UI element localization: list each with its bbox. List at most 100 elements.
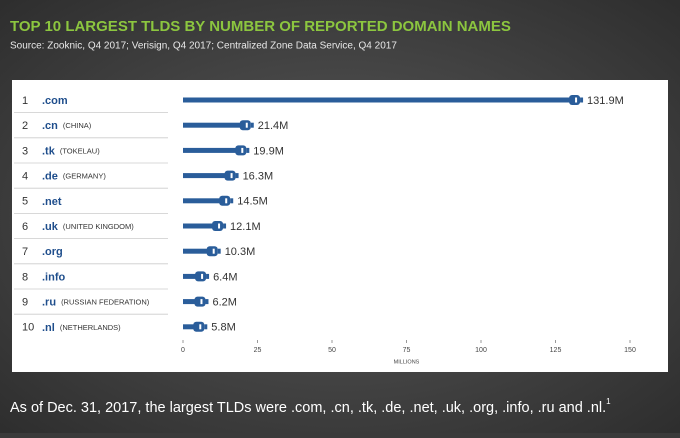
country-label: (UNITED KINGDOM) — [63, 222, 134, 231]
rank-label: 5 — [22, 196, 28, 208]
bar — [183, 173, 232, 179]
value-label: 6.4M — [213, 271, 237, 283]
category-label: .info — [42, 271, 65, 283]
country-label: (CHINA) — [63, 121, 92, 130]
value-label: 14.5M — [237, 196, 268, 208]
rank-label: 2 — [22, 120, 28, 132]
rank-label: 4 — [22, 171, 28, 183]
bar-end-icon-slot — [206, 273, 210, 279]
bar-end-icon — [569, 95, 581, 105]
category-label: .ru (RUSSIAN FEDERATION) — [42, 297, 150, 309]
country-label: (RUSSIAN FEDERATION) — [61, 298, 150, 307]
bar-end-icon-slot — [235, 173, 239, 179]
bar — [183, 97, 577, 103]
chart-subtitle: Source: Zooknic, Q4 2017; Verisign, Q4 2… — [10, 41, 397, 52]
bar — [183, 198, 227, 204]
x-axis-label: MILLIONS — [394, 359, 420, 365]
rank-label: 10 — [22, 322, 34, 334]
rank-label: 8 — [22, 271, 28, 283]
value-label: 6.2M — [212, 297, 236, 309]
bar-end-icon-mark — [575, 97, 578, 103]
tld-label: .ru — [42, 297, 56, 309]
bar — [183, 299, 202, 305]
rank-label: 7 — [22, 246, 28, 258]
bar-end-icon-slot — [204, 324, 208, 330]
chart-panel — [12, 80, 668, 372]
category-label: .de (GERMANY) — [42, 171, 106, 183]
category-label: .net — [42, 196, 62, 208]
bar-end-icon-slot — [230, 198, 234, 204]
bar-end-icon-slot — [246, 147, 250, 153]
bar-end-icon-slot — [250, 122, 254, 128]
bar-end-icon-slot — [223, 223, 227, 229]
bar — [183, 122, 247, 128]
bar-end-icon — [212, 221, 224, 231]
country-label: (TOKELAU) — [60, 146, 100, 155]
bar-end-icon — [219, 195, 231, 206]
tld-label: .nl — [42, 322, 55, 334]
x-tick-label: 25 — [254, 347, 262, 354]
category-label: .nl (NETHERLANDS) — [42, 322, 121, 334]
bar-end-icon — [235, 145, 247, 156]
bar-end-icon-mark — [218, 223, 221, 229]
tld-label: .info — [42, 271, 65, 283]
bar-end-icon-mark — [230, 173, 233, 179]
bar-end-icon — [195, 271, 207, 282]
category-label: .cn (CHINA) — [42, 120, 92, 132]
bar-end-icon-mark — [201, 273, 204, 279]
country-label: (GERMANY) — [63, 172, 106, 181]
tld-label: .org — [42, 246, 63, 258]
bar-end-icon-mark — [200, 299, 203, 305]
bar-end-icon — [224, 170, 236, 181]
bar-end-icon-mark — [241, 147, 244, 153]
chart-title: TOP 10 LARGEST TLDS BY NUMBER OF REPORTE… — [10, 18, 511, 35]
category-label: .com — [42, 95, 68, 107]
rank-label: 6 — [22, 221, 28, 233]
bar-end-icon-mark — [245, 122, 248, 128]
tld-label: .tk — [42, 145, 56, 157]
tld-label: .cn — [42, 120, 58, 132]
caption: As of Dec. 31, 2017, the largest TLDs we… — [10, 397, 611, 416]
bar-end-icon-mark — [199, 324, 202, 330]
x-tick-label: 50 — [328, 347, 336, 354]
value-label: 19.9M — [253, 145, 284, 157]
x-tick-label: 75 — [403, 347, 411, 354]
x-tick-label: 125 — [550, 347, 562, 354]
value-label: 12.1M — [230, 221, 261, 233]
tld-label: .com — [42, 95, 68, 107]
tld-label: .net — [42, 196, 62, 208]
bar-end-icon — [239, 120, 251, 131]
bar — [183, 324, 201, 330]
x-tick-label: 150 — [624, 347, 636, 354]
tld-label: .de — [42, 171, 58, 183]
bar — [183, 273, 203, 279]
value-label: 5.8M — [211, 322, 235, 334]
bar — [183, 223, 220, 229]
value-label: 21.4M — [258, 120, 289, 132]
category-label: .tk (TOKELAU) — [42, 145, 100, 157]
value-label: 16.3M — [243, 171, 274, 183]
caption-ref: 1 — [606, 397, 611, 406]
bar-end-icon-slot — [217, 248, 221, 254]
category-label: .org — [42, 246, 63, 258]
category-label: .uk (UNITED KINGDOM) — [42, 221, 134, 233]
rank-label: 9 — [22, 297, 28, 309]
bar-end-icon — [194, 296, 206, 307]
rank-label: 3 — [22, 145, 28, 157]
rank-label: 1 — [22, 95, 28, 107]
value-label: 131.9M — [587, 95, 624, 107]
bar-end-icon-mark — [225, 198, 228, 204]
bar — [183, 248, 214, 254]
value-label: 10.3M — [225, 246, 256, 258]
x-tick-label: 0 — [181, 347, 185, 354]
country-label: (NETHERLANDS) — [60, 323, 121, 332]
bar-end-icon-slot — [580, 97, 584, 103]
caption-text: As of Dec. 31, 2017, the largest TLDs we… — [10, 400, 606, 416]
bar-end-icon-slot — [205, 299, 209, 305]
x-tick-label: 100 — [475, 347, 487, 354]
bar-end-icon — [206, 246, 218, 257]
bar-end-icon-mark — [212, 248, 215, 254]
bar — [183, 147, 243, 153]
tld-label: .uk — [42, 221, 59, 233]
